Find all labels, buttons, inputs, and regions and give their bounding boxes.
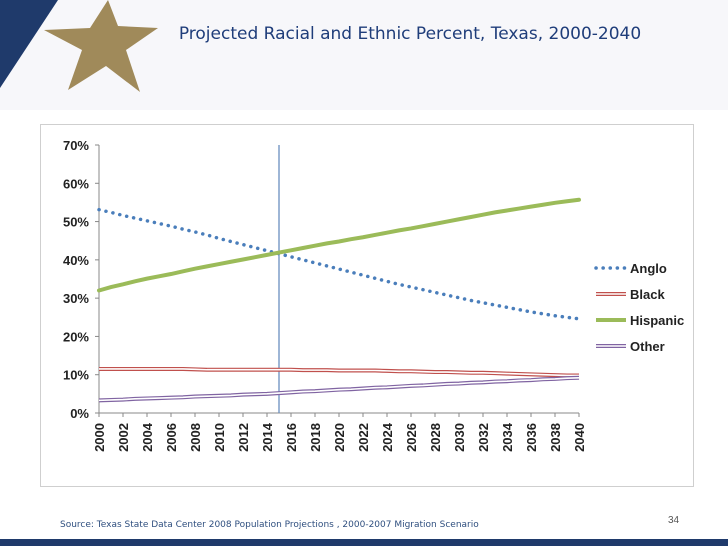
series-other-line-core xyxy=(98,376,580,402)
series-black-line-core xyxy=(99,368,579,377)
corner-triangle xyxy=(0,0,58,88)
legend-hispanic-label: Hispanic xyxy=(630,313,684,328)
y-tick-label: 30% xyxy=(63,291,89,306)
source-note: Source: Texas State Data Center 2008 Pop… xyxy=(60,520,479,530)
x-tick-label: 2024 xyxy=(380,422,395,452)
x-tick-label: 2028 xyxy=(428,423,443,452)
legend-other-label: Other xyxy=(630,339,665,354)
x-tick-label: 2014 xyxy=(260,422,275,452)
legend-anglo-label: Anglo xyxy=(630,261,667,276)
page-number: 34 xyxy=(668,515,680,526)
header-band xyxy=(0,0,728,110)
x-tick-label: 2008 xyxy=(188,423,203,452)
y-tick-label: 70% xyxy=(63,138,89,153)
x-tick-label: 2016 xyxy=(284,423,299,452)
x-tick-label: 2018 xyxy=(308,423,323,452)
slide-title: Projected Racial and Ethnic Percent, Tex… xyxy=(178,24,642,44)
x-tick-label: 2040 xyxy=(572,423,587,452)
y-tick-label: 40% xyxy=(63,253,89,268)
y-tick-label: 20% xyxy=(63,329,89,344)
bottom-rule xyxy=(0,539,728,546)
x-tick-label: 2004 xyxy=(140,422,155,452)
x-tick-label: 2026 xyxy=(404,423,419,452)
series-hispanic-line xyxy=(97,197,581,293)
legend-black-label: Black xyxy=(630,287,665,302)
series-anglo-line xyxy=(97,207,581,321)
x-tick-label: 2010 xyxy=(212,423,227,452)
chart-frame: 0% 10% 20% 30% 40% 50% 60% 70% 2000 2002 2004 2006 2… xyxy=(40,124,694,487)
x-tick-label: 2022 xyxy=(356,423,371,452)
header-decoration xyxy=(0,0,728,110)
x-tick-label: 2020 xyxy=(332,423,347,452)
y-tick-label: 10% xyxy=(63,368,89,383)
x-tick-label: 2032 xyxy=(476,423,491,452)
x-tick-label: 2006 xyxy=(164,423,179,452)
line-chart: 0% 10% 20% 30% 40% 50% 60% 70% 2000 2002 2004 2006 2… xyxy=(63,138,684,452)
x-tick-label: 2030 xyxy=(452,423,467,452)
x-tick-label: 2002 xyxy=(116,423,131,452)
star-icon xyxy=(44,0,158,92)
x-tick-label: 2036 xyxy=(524,423,539,452)
x-tick-label: 2012 xyxy=(236,423,251,452)
y-tick-label: 0% xyxy=(70,406,89,421)
y-tick-label: 50% xyxy=(63,215,89,230)
y-tick-label: 60% xyxy=(63,176,89,191)
x-tick-label: 2000 xyxy=(92,423,107,452)
x-tick-label: 2034 xyxy=(500,422,515,452)
x-tick-label: 2038 xyxy=(548,423,563,452)
